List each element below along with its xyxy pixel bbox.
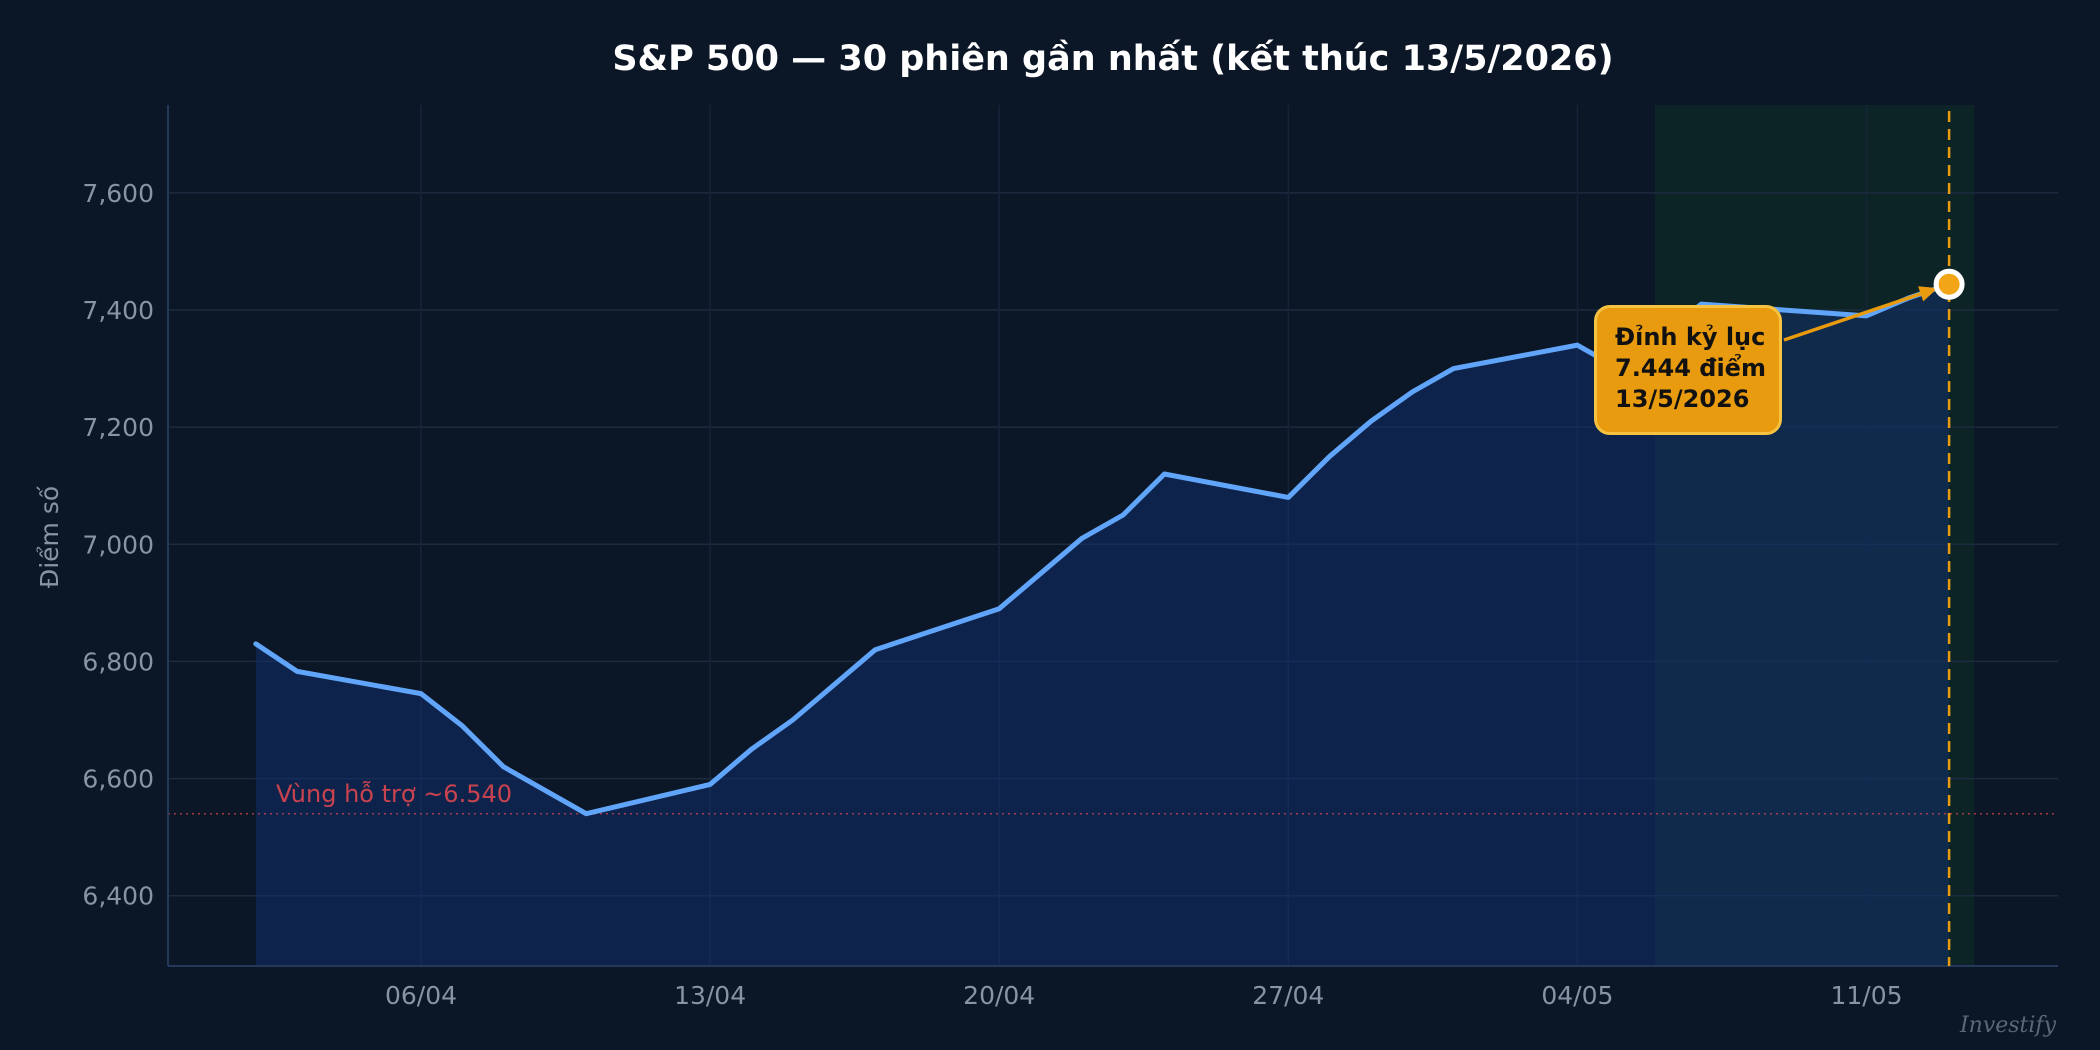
annotation-arrow	[1783, 289, 1929, 342]
y-tick-label: 7,000	[82, 530, 154, 559]
record-marker	[1933, 268, 1965, 300]
x-tick-label: 27/04	[1252, 981, 1324, 1010]
annotation-line: 7.444 điểm	[1615, 354, 1766, 382]
x-tick-label: 04/05	[1541, 981, 1613, 1010]
chart-title: S&P 500 — 30 phiên gần nhất (kết thúc 13…	[612, 38, 1613, 79]
watermark: Investify	[1959, 1013, 2057, 1038]
x-tick-label: 13/04	[674, 981, 746, 1010]
y-tick-label: 6,600	[82, 765, 154, 794]
series-area	[255, 284, 1950, 966]
record-annotation: Đỉnh kỷ lục 7.444 điểm 13/5/2026	[1594, 305, 1782, 435]
annotation-arrowhead	[1918, 286, 1938, 302]
y-tick-label: 6,400	[82, 882, 154, 911]
annotation-line: Đỉnh kỷ lục	[1615, 323, 1766, 351]
x-tick-label: 20/04	[963, 981, 1035, 1010]
y-tick-label: 7,600	[82, 179, 154, 208]
x-tick-label: 06/04	[385, 981, 457, 1010]
y-axis-label: Điểm số	[35, 485, 64, 588]
y-tick-label: 6,800	[82, 647, 154, 676]
y-tick-label: 7,400	[82, 296, 154, 325]
x-tick-label: 11/05	[1830, 981, 1902, 1010]
y-tick-label: 7,200	[82, 413, 154, 442]
support-line-label: Vùng hỗ trợ ~6.540	[276, 779, 512, 808]
annotation-line: 13/5/2026	[1615, 385, 1750, 413]
